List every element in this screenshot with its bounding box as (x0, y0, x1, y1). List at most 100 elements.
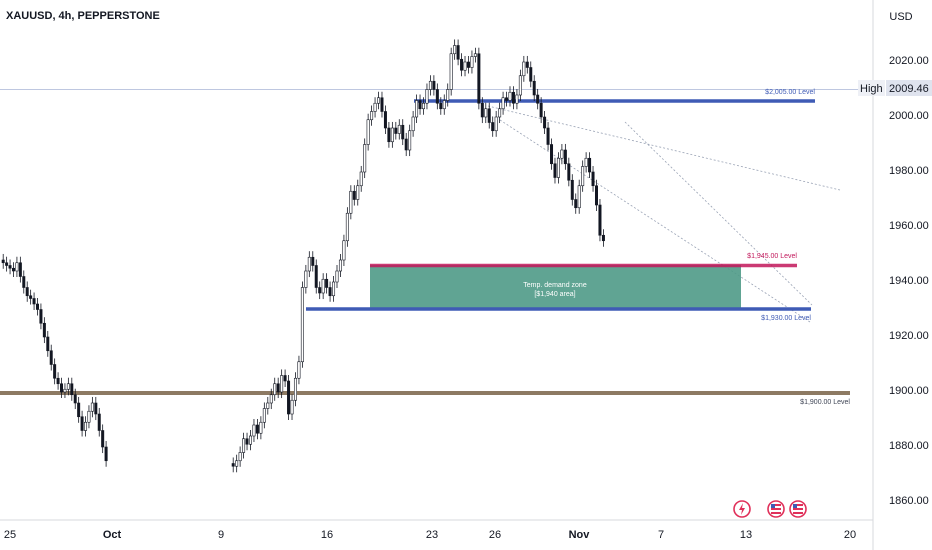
price-tick: 1920.00 (889, 330, 929, 342)
candle (432, 75, 436, 96)
candle (401, 119, 405, 146)
candle (311, 251, 315, 272)
candle (297, 355, 301, 385)
candle (480, 97, 484, 124)
candle-body (418, 100, 422, 110)
candle-body (556, 157, 560, 178)
candle-body (11, 267, 15, 272)
candle (325, 273, 329, 294)
candle (249, 429, 253, 451)
candle (90, 396, 94, 418)
candle (345, 207, 349, 247)
candle-body (356, 185, 360, 200)
candle (577, 179, 581, 214)
candle-body (546, 127, 550, 145)
candle (338, 253, 342, 278)
candle-body (352, 190, 356, 200)
currency-label[interactable]: USD (889, 11, 912, 23)
demand-zone[interactable] (370, 265, 741, 309)
candle-body (370, 111, 374, 121)
candle (42, 317, 46, 344)
candle (390, 121, 394, 148)
candle (501, 91, 505, 115)
candle-body (280, 375, 284, 393)
candle (290, 394, 294, 421)
candle (453, 39, 457, 60)
candle-body (338, 259, 342, 272)
us-flag-event-icon[interactable] (767, 500, 785, 518)
flash-event-icon[interactable] (733, 500, 751, 518)
candle (484, 102, 488, 124)
candle (567, 157, 571, 187)
candle (363, 138, 367, 179)
candle-body (255, 424, 259, 434)
candle (255, 418, 259, 440)
candle-body (591, 171, 595, 187)
candle-body (283, 375, 287, 382)
candle (321, 273, 325, 300)
candle-body (39, 309, 43, 324)
candle (456, 39, 460, 66)
candle-body (484, 108, 488, 118)
price-tick: 1900.00 (889, 385, 929, 397)
candle (39, 303, 43, 330)
candle (352, 185, 356, 206)
candle-body (101, 430, 105, 448)
candle-body (487, 108, 491, 123)
candle (5, 256, 9, 272)
candle-body (477, 53, 481, 104)
candle (56, 372, 60, 390)
candle-body (536, 94, 540, 104)
candle (307, 251, 311, 278)
candle (304, 264, 308, 294)
candle-body (15, 262, 19, 272)
candle (1, 253, 5, 269)
candle-body (449, 53, 453, 90)
candle (470, 50, 474, 74)
us-flag-event-icon[interactable] (789, 500, 807, 518)
candle-body (325, 278, 329, 288)
candle (63, 383, 67, 399)
candle-body (94, 402, 98, 415)
candle (266, 396, 270, 415)
candle (404, 132, 408, 157)
symbol-title: XAUUSD, 4h, PEPPERSTONE (6, 10, 160, 22)
candle-body (432, 80, 436, 90)
candle-body (73, 394, 77, 404)
candle (11, 262, 15, 278)
candle (84, 416, 88, 437)
candle-body (276, 383, 280, 393)
candle-body (46, 336, 50, 352)
candle-body (508, 91, 512, 101)
candle (418, 94, 422, 115)
candle (53, 358, 57, 385)
candle-body (249, 435, 253, 445)
candle (511, 86, 515, 110)
candle-body (511, 91, 515, 104)
candle-body (332, 281, 336, 297)
candle (518, 69, 522, 102)
candle-body (377, 97, 381, 104)
candle-body (53, 364, 57, 379)
candle (494, 110, 498, 137)
candle (8, 259, 12, 275)
candle (276, 377, 280, 399)
candle-body (307, 256, 311, 272)
candle (529, 61, 533, 88)
candle-body (387, 127, 391, 143)
candle (342, 234, 346, 267)
candle (466, 55, 470, 74)
candle (408, 124, 412, 157)
time-tick: 16 (321, 529, 333, 541)
candle-body (470, 56, 474, 68)
candle-body (442, 100, 446, 110)
candle-body (56, 377, 60, 385)
candle-body (8, 265, 12, 269)
candle-body (453, 45, 457, 55)
candle (383, 105, 387, 135)
time-tick: 13 (740, 529, 752, 541)
candle (532, 75, 536, 102)
high-marker-label: High (860, 83, 883, 95)
candle-body (581, 166, 585, 187)
